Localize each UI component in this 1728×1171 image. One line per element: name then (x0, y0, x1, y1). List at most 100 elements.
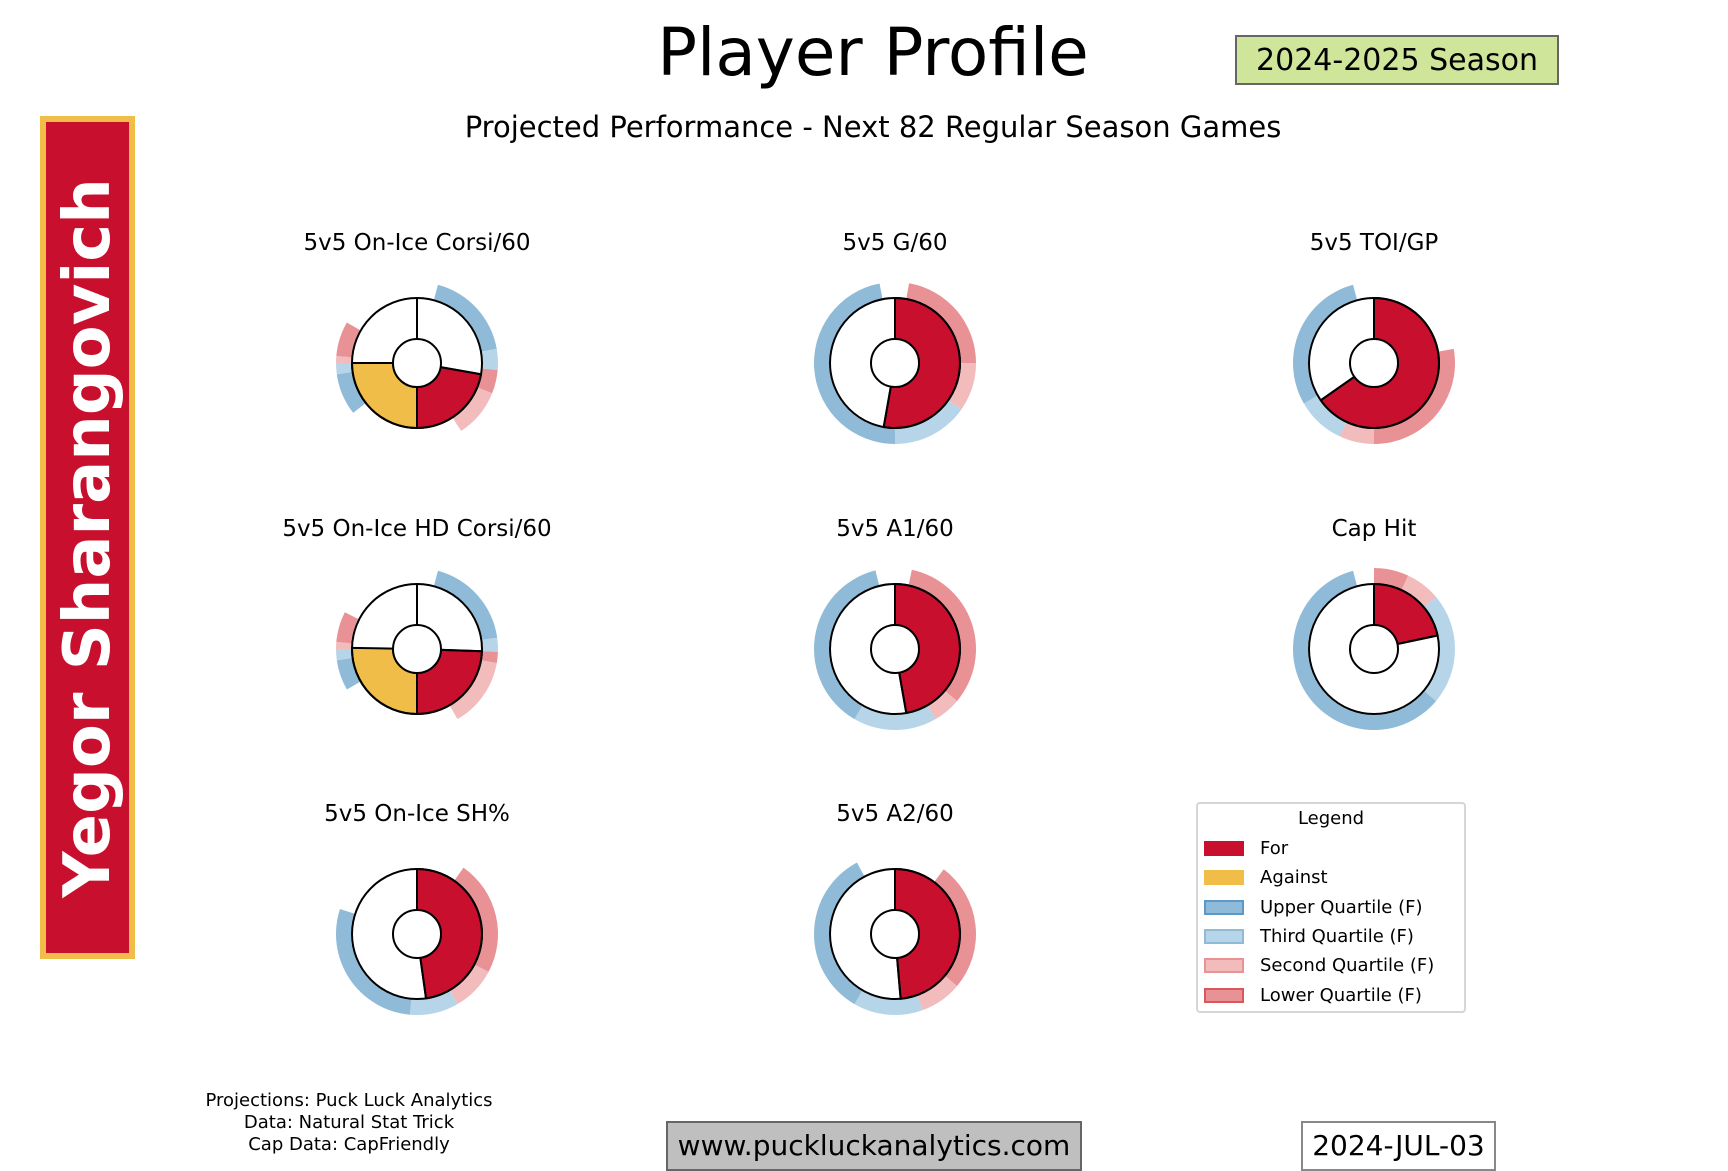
center-hole (870, 338, 920, 388)
center-hole (1349, 624, 1399, 674)
player-name-banner: Yegor Sharangovich (40, 116, 135, 959)
ring-segment-second (452, 387, 493, 431)
ring-segment-second (1401, 575, 1437, 607)
center-hole (870, 909, 920, 959)
website-label: www.puckluckanalytics.com (666, 1121, 1082, 1171)
donut-chart (1293, 284, 1455, 444)
ring-segment-third (895, 400, 962, 444)
donut-chart (336, 570, 498, 720)
legend-label: For (1260, 838, 1289, 860)
legend-title: Legend (1297, 808, 1365, 829)
ring-segment-lower (454, 867, 498, 973)
pie-outline (351, 583, 483, 715)
ring-segment-third (409, 991, 458, 1015)
ring-segment-upper (434, 284, 497, 352)
legend-label: Against (1260, 867, 1328, 889)
chart-title: 5v5 G/60 (842, 230, 948, 256)
pie-outline (351, 868, 483, 1000)
ring-segment-lower (478, 368, 498, 394)
center-hole (392, 909, 442, 959)
ring-segment-second (336, 355, 352, 363)
date-label: 2024-JUL-03 (1301, 1121, 1496, 1171)
ring-segment-upper (1293, 570, 1437, 730)
donut-chart (814, 569, 976, 730)
ring-segment-upper (814, 283, 895, 445)
page-subtitle: Projected Performance - Next 82 Regular … (464, 110, 1282, 144)
ring-segment-second (450, 964, 489, 1005)
ring-segment-third (481, 348, 498, 371)
legend-swatch (1204, 899, 1244, 915)
chart-title: 5v5 On-Ice SH% (324, 801, 510, 827)
page-title: Player Profile (657, 14, 1089, 91)
pie-outline (829, 868, 961, 1000)
donut-chart (336, 867, 498, 1015)
legend-label: Third Quartile (F) (1260, 926, 1414, 948)
ring-segment-upper (1293, 284, 1357, 404)
ring-segment-third (1424, 596, 1455, 702)
chart-title: 5v5 On-Ice Corsi/60 (303, 230, 531, 256)
donut-chart (1293, 568, 1455, 730)
ring-segment-third (482, 637, 498, 652)
legend-item-for: For (1198, 834, 1464, 863)
ring-segment-third (336, 649, 352, 661)
ring-segment-upper (336, 658, 360, 690)
ring-segment-upper (814, 862, 865, 1005)
wedge-divider (898, 672, 908, 714)
legend-item-third: Third Quartile (F) (1198, 922, 1464, 951)
legend-label: Upper Quartile (F) (1260, 896, 1423, 918)
ring-segment-upper (336, 372, 365, 413)
chart-title: 5v5 On-Ice HD Corsi/60 (282, 516, 552, 542)
ring-segment-second (1339, 422, 1374, 444)
wedge-divider (896, 957, 902, 999)
ring-segment-second (336, 641, 352, 649)
legend-item-second: Second Quartile (F) (1198, 951, 1464, 980)
ring-segment-lower (906, 283, 976, 363)
pie-outline (1308, 297, 1440, 429)
credit-projections: Projections: Puck Luck Analytics (205, 1090, 493, 1111)
ring-segment-lower (934, 869, 976, 987)
center-hole (1349, 338, 1399, 388)
chart-title: Cap Hit (1331, 516, 1417, 542)
ring-segment-second (917, 976, 958, 1011)
legend-swatch (1204, 987, 1244, 1003)
wedge-divider (419, 957, 428, 999)
ring-segment-second (949, 363, 976, 410)
credits: Projections: Puck Luck Analytics Data: N… (149, 1090, 549, 1156)
wedge-divider (1320, 375, 1355, 402)
legend-swatch (1204, 841, 1244, 857)
legend-label: Second Quartile (F) (1260, 955, 1435, 977)
wedge-divider (1397, 634, 1438, 645)
ring-segment-third (336, 363, 352, 375)
legend-item-against: Against (1198, 863, 1464, 892)
credit-cap-data: Cap Data: CapFriendly (248, 1134, 450, 1155)
legend: Legend For Against Upper Quartile (F) Third… (1196, 802, 1466, 1013)
donut-chart (336, 284, 498, 431)
ring-segment-third (1303, 396, 1347, 437)
ring-segment-lower (336, 612, 359, 644)
ring-segment-lower (481, 651, 498, 664)
ring-segment-second (450, 660, 497, 720)
ring-segment-third (854, 706, 936, 730)
legend-swatch (1204, 929, 1244, 945)
chart-title: 5v5 A2/60 (836, 801, 954, 827)
ring-segment-upper (814, 570, 880, 720)
center-hole (392, 624, 442, 674)
ring-segment-upper (336, 908, 412, 1015)
pie-outline (351, 297, 483, 429)
season-badge: 2024-2025 Season (1235, 35, 1559, 85)
wedge-divider (882, 386, 892, 428)
pie-outline (829, 297, 961, 429)
legend-item-lower: Lower Quartile (F) (1198, 980, 1464, 1009)
credit-data: Data: Natural Stat Trick (243, 1112, 455, 1133)
ring-segment-upper (434, 570, 498, 640)
wedge-divider (440, 648, 482, 653)
ring-segment-lower (908, 569, 976, 702)
pie-outline (829, 583, 961, 715)
chart-title: 5v5 A1/60 (836, 516, 954, 542)
wedge-divider (440, 366, 482, 376)
legend-swatch (1204, 958, 1244, 974)
ring-segment-third (854, 991, 923, 1015)
ring-segment-second (928, 691, 958, 720)
ring-segment-lower (1374, 348, 1455, 444)
pie-outline (1308, 583, 1440, 715)
